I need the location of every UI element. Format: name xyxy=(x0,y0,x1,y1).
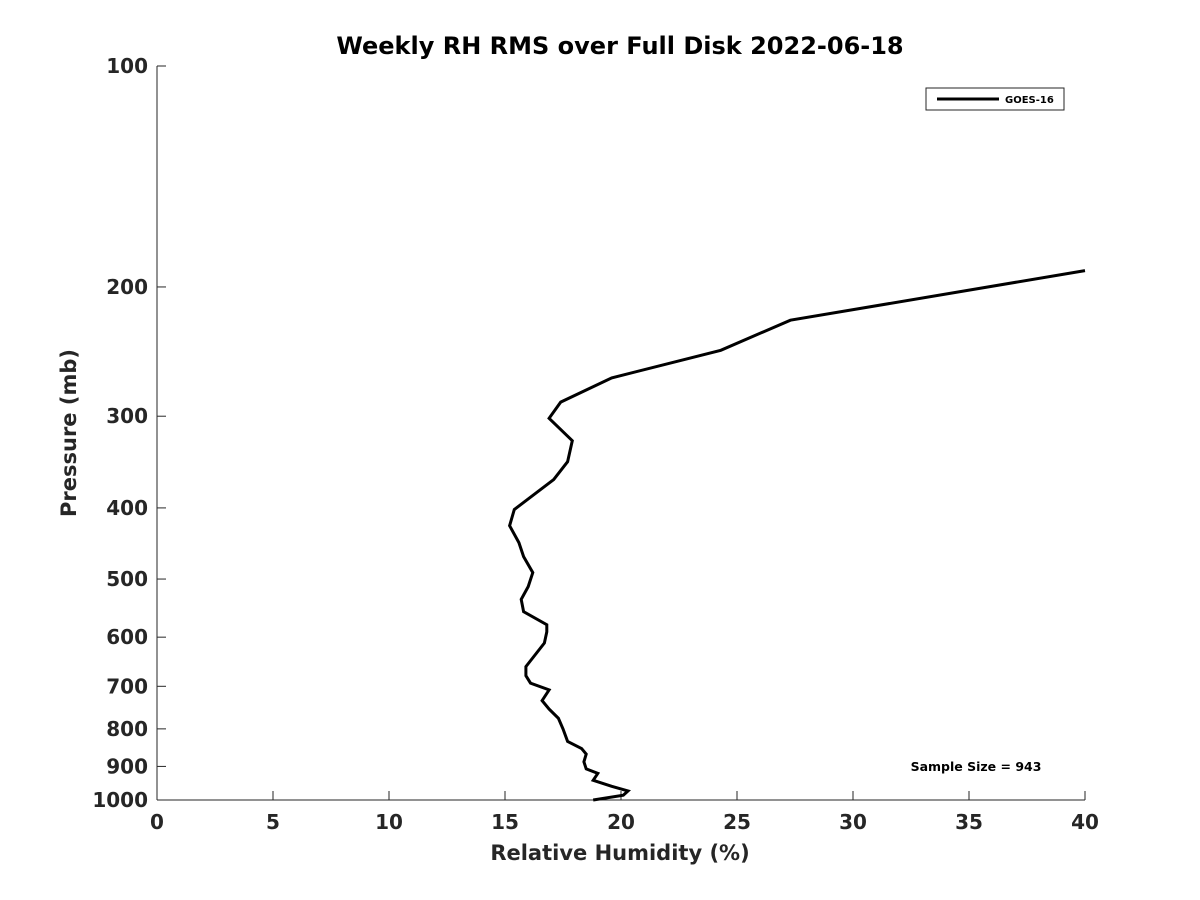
y-tick-label: 600 xyxy=(106,625,148,649)
y-tick-label: 1000 xyxy=(92,788,148,812)
x-tick-label: 10 xyxy=(375,810,403,834)
x-tick-label: 40 xyxy=(1071,810,1099,834)
x-axis-label: Relative Humidity (%) xyxy=(490,841,749,865)
axes: 0 5 10 15 20 25 30 35 40 100 200 300 400 500 600 700 800… xyxy=(92,54,1099,834)
y-tick-label: 500 xyxy=(106,567,148,591)
y-tick-label: 800 xyxy=(106,717,148,741)
chart-title: Weekly RH RMS over Full Disk 2022-06-18 xyxy=(336,32,903,60)
x-tick-label: 15 xyxy=(491,810,519,834)
x-tick-label: 5 xyxy=(266,810,280,834)
x-tick-label: 35 xyxy=(955,810,983,834)
legend: GOES-16 xyxy=(925,87,1065,111)
y-tick-label: 700 xyxy=(106,674,148,698)
sample-size-annotation: Sample Size = 943 xyxy=(911,759,1042,774)
series-line-0 xyxy=(507,269,1086,802)
y-axis-label: Pressure (mb) xyxy=(57,349,81,517)
y-tick-label: 100 xyxy=(106,54,148,78)
y-tick-label: 400 xyxy=(106,496,148,520)
x-tick-label: 20 xyxy=(607,810,635,834)
y-tick-label: 300 xyxy=(106,404,148,428)
legend-label: GOES-16 xyxy=(1005,95,1054,106)
series-layer xyxy=(507,269,1086,802)
x-tick-label: 0 xyxy=(150,810,164,834)
y-tick-label: 200 xyxy=(106,275,148,299)
y-tick-label: 900 xyxy=(106,754,148,778)
x-tick-label: 30 xyxy=(839,810,867,834)
x-tick-label: 25 xyxy=(723,810,751,834)
